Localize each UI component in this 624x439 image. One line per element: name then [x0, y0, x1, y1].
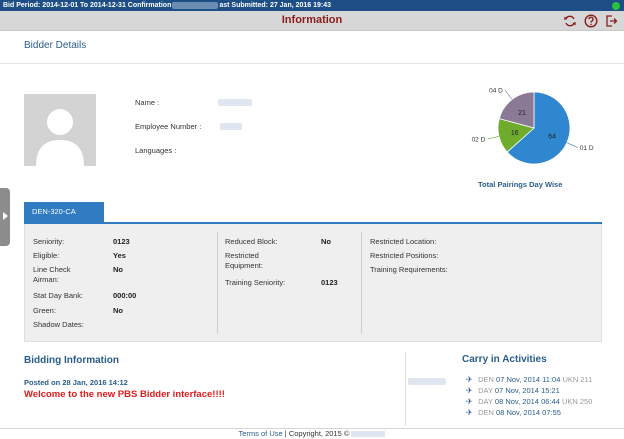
- user-placeholder-icon: [36, 109, 84, 166]
- carry-date: 07 Nov, 2014 15:21: [494, 386, 560, 395]
- employee-number-label: Employee Number :: [135, 122, 202, 131]
- pie-value-label: 64: [548, 134, 556, 141]
- last-submitted-label: ast Submitted:: [219, 2, 268, 9]
- airplane-icon: ✈: [466, 375, 473, 384]
- pie-category-label: 04 D: [489, 87, 503, 94]
- reduced-block-label: Reduced Block:: [225, 237, 278, 246]
- carry-date: 07 Nov, 2014 11:04: [496, 375, 561, 384]
- line-check-airman-value: No: [113, 265, 123, 274]
- training-seniority-value: 0123: [321, 278, 338, 287]
- confirmation-label: Confirmation: [127, 2, 172, 9]
- side-panel-toggle[interactable]: [0, 188, 10, 246]
- avatar: [24, 94, 96, 166]
- bidder-details-heading: Bidder Details: [24, 40, 87, 51]
- airplane-icon: ✈: [466, 408, 473, 417]
- bidding-information-heading: Bidding Information: [24, 355, 119, 366]
- carry-row[interactable]: ✈ DEN 07 Nov, 2014 11:04 UKN 211: [466, 375, 592, 385]
- training-requirements-label: Training Requirements:: [370, 265, 448, 274]
- carry-row[interactable]: ✈ DAY 08 Nov, 2014 06:44 UKN 250: [466, 397, 592, 407]
- reduced-block-value: No: [321, 237, 331, 246]
- footer: Terms of Use | Copyright, 2015 ©: [0, 428, 624, 439]
- terms-of-use-link[interactable]: Terms of Use: [238, 429, 283, 438]
- eligible-value: Yes: [113, 251, 126, 260]
- carry-row[interactable]: ✈ DAY 07 Nov, 2014 15:21: [466, 386, 560, 396]
- bid-status-bar: Bid Period: 2014-12-01 To 2014-12-31 Con…: [0, 0, 624, 11]
- column-divider: [217, 232, 218, 334]
- welcome-message: Welcome to the new PBS Bidder interface!…: [24, 389, 225, 400]
- pie-slice-01-d[interactable]: [506, 91, 571, 165]
- tab-den-320-ca[interactable]: DEN-320-CA: [24, 202, 104, 222]
- pie-value-label: 16: [511, 130, 519, 137]
- training-seniority-label: Training Seniority:: [225, 278, 286, 287]
- connection-status-dot: [612, 2, 620, 10]
- page-header: Information: [0, 11, 624, 31]
- employee-number-redacted: [220, 123, 242, 130]
- pairings-pie-chart: 64 01 D 16 02 D 21 04 D: [472, 87, 594, 165]
- carry-code: DAY: [478, 397, 493, 406]
- bid-period-value: 2014-12-01 To 2014-12-31: [42, 2, 126, 9]
- last-submitted-value: 27 Jan, 2016 19:43: [269, 2, 332, 9]
- pie-leader-line: [487, 136, 500, 140]
- carry-divider: [405, 352, 406, 426]
- pie-chart-title: Total Pairings Day Wise: [478, 180, 563, 189]
- pie-category-label: 01 D: [580, 145, 594, 152]
- column-divider: [361, 232, 362, 334]
- restricted-equipment-label: Restricted Equipment:: [225, 251, 263, 270]
- posted-date: Posted on 28 Jan, 2016 14:12: [24, 378, 128, 387]
- green-label: Green:: [33, 306, 56, 315]
- pie-leader-line: [504, 89, 513, 100]
- copyright-owner-redacted: [351, 431, 386, 438]
- carry-extra: UKN 250: [561, 397, 593, 406]
- pie-category-label: 02 D: [472, 137, 486, 144]
- tab-underline: [24, 222, 602, 224]
- green-value: No: [113, 306, 123, 315]
- help-icon[interactable]: [584, 14, 598, 28]
- carry-code: DEN: [478, 375, 494, 384]
- carry-extra: UKN 211: [562, 375, 593, 384]
- seniority-label: Seniority:: [33, 237, 65, 246]
- chevron-right-icon: [3, 212, 8, 220]
- restricted-location-label: Restricted Location:: [370, 237, 437, 246]
- carry-in-activities-heading: Carry in Activities: [462, 354, 547, 365]
- airplane-icon: ✈: [466, 386, 473, 395]
- name-label: Name :: [135, 98, 160, 107]
- stat-day-bank-value: 000:00: [113, 291, 137, 300]
- page-title: Information: [281, 14, 343, 26]
- carry-date: 08 Nov, 2014 07:55: [496, 408, 561, 417]
- carry-code: DAY: [478, 386, 493, 395]
- stat-day-bank-label: Stat Day Bank:: [33, 291, 84, 300]
- line-check-airman-label: Line Check Airman:: [33, 265, 71, 284]
- airplane-icon: ✈: [466, 397, 473, 406]
- pie-value-label: 21: [518, 110, 526, 117]
- section-divider: [0, 63, 624, 64]
- logout-icon[interactable]: [604, 14, 618, 28]
- bid-period-label: Bid Period:: [3, 2, 41, 9]
- confirmation-redacted: [172, 1, 219, 9]
- carry-row[interactable]: ✈ DEN 08 Nov, 2014 07:55: [466, 408, 561, 418]
- pie-leader-line: [566, 142, 578, 148]
- carry-date: 08 Nov, 2014 06:44: [494, 397, 560, 406]
- carry-code: DEN: [478, 408, 494, 417]
- name-value-redacted: [218, 99, 252, 106]
- bidder-qualification-panel: Seniority: 0123 Eligible: Yes Line Check…: [24, 224, 602, 342]
- seniority-value: 0123: [113, 237, 130, 246]
- copyright-text: | Copyright, 2015 ©: [284, 429, 350, 438]
- restricted-positions-label: Restricted Positions:: [370, 251, 439, 260]
- languages-label: Languages :: [135, 146, 177, 155]
- refresh-icon[interactable]: [563, 14, 577, 28]
- eligible-label: Eligible:: [33, 251, 60, 260]
- carry-redacted: [408, 378, 446, 385]
- shadow-dates-label: Shadow Dates:: [33, 320, 84, 329]
